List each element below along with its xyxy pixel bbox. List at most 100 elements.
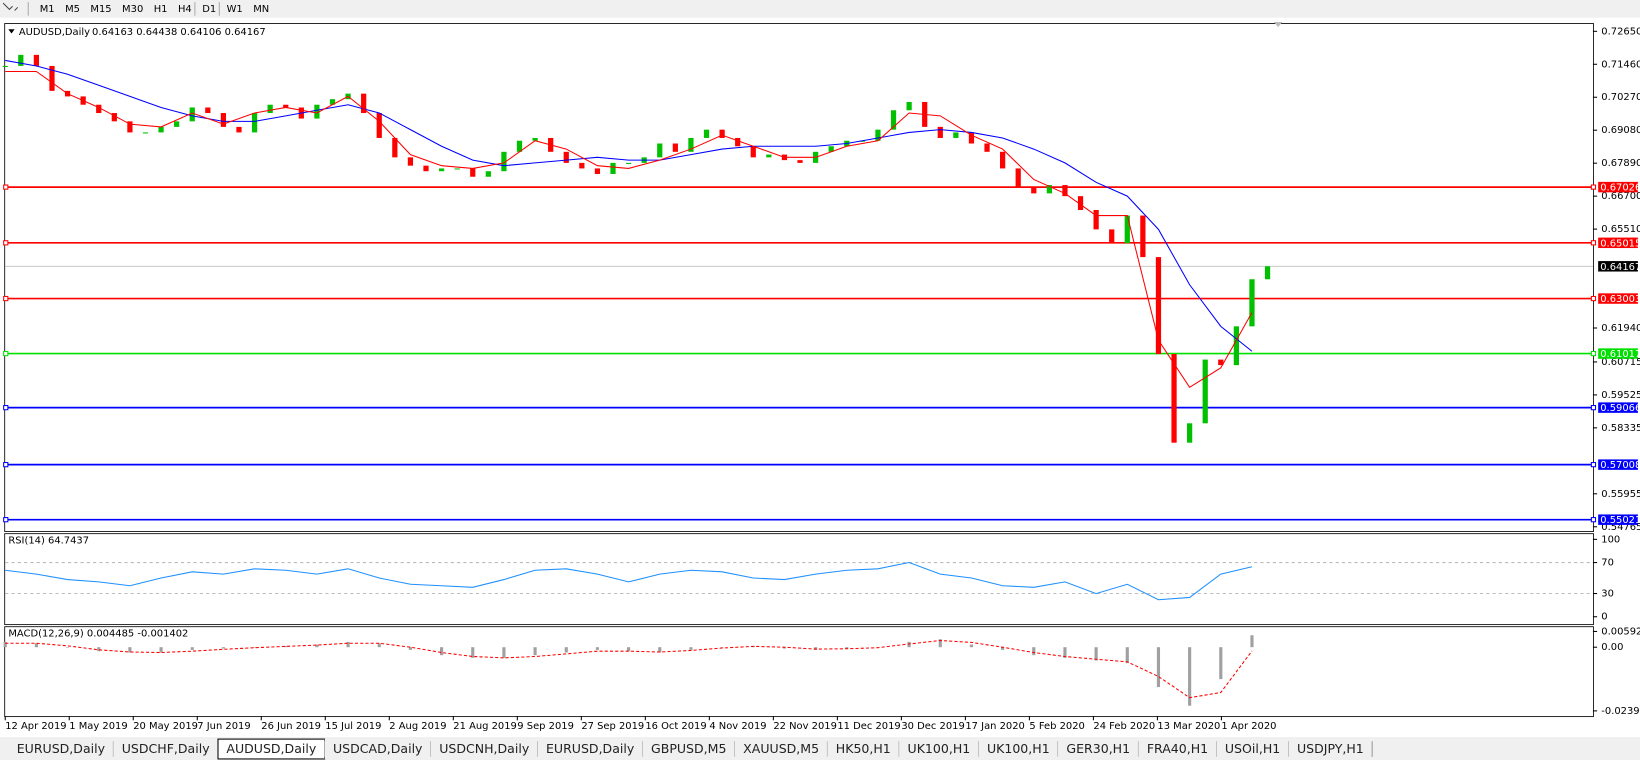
candle: [283, 104, 289, 108]
timeframe-button[interactable]: D1: [202, 4, 216, 15]
tab[interactable]: EURUSD,Daily: [8, 739, 114, 759]
tab[interactable]: HK50,H1: [827, 739, 900, 759]
timeframe-button[interactable]: W1: [227, 4, 243, 15]
tab[interactable]: EURUSD,Daily: [537, 739, 644, 759]
macd-bar: [128, 647, 132, 653]
current-price-box: [1598, 261, 1638, 272]
tab-label[interactable]: EURUSD,Daily: [17, 741, 106, 756]
level-anchor: [1590, 405, 1597, 411]
tab[interactable]: USOil,H1: [1216, 739, 1290, 759]
timeframe-button[interactable]: MN: [253, 4, 269, 15]
candle: [828, 146, 834, 152]
candle: [267, 104, 273, 114]
tab[interactable]: AUDUSD,Daily: [217, 738, 326, 760]
candle: [688, 137, 694, 152]
tab[interactable]: XAUUSD,M5: [734, 739, 828, 759]
candle: [189, 107, 195, 122]
tab-label[interactable]: USDCHF,Daily: [122, 741, 210, 756]
level-anchor: [3, 462, 9, 468]
rsi-line: [5, 561, 1253, 601]
candle: [1093, 209, 1099, 230]
level-label: 0.55021: [1600, 515, 1640, 526]
candle: [1171, 354, 1177, 443]
tab[interactable]: USDCHF,Daily: [113, 739, 219, 759]
timeframe-button[interactable]: M15: [90, 4, 111, 15]
candle: [1155, 257, 1162, 355]
date-label: 4 Nov 2019: [709, 721, 766, 732]
level-anchor: [3, 184, 9, 190]
macd-bar: [284, 645, 288, 648]
candle: [2, 65, 8, 67]
tab-label[interactable]: GBPUSD,M5: [651, 741, 726, 756]
macd-bar: [845, 647, 849, 649]
timeframe-button[interactable]: M30: [122, 4, 143, 15]
level-anchor: [3, 295, 9, 302]
candle: [485, 171, 491, 177]
tab[interactable]: USDCNH,Daily: [430, 739, 539, 759]
tab[interactable]: USDCAD,Daily: [324, 739, 432, 759]
tab-label[interactable]: USDCAD,Daily: [333, 741, 423, 756]
macd-bar: [595, 647, 599, 650]
level-label-box: [1598, 459, 1638, 470]
candle: [1187, 423, 1193, 443]
candle: [174, 121, 180, 127]
date-label: 22 Nov 2019: [773, 721, 837, 732]
macd-bar: [3, 641, 7, 648]
tab-label[interactable]: USDJPY,H1: [1297, 741, 1364, 756]
tab[interactable]: UK100,H1: [978, 739, 1059, 759]
tab-label[interactable]: USDCNH,Daily: [439, 741, 530, 756]
candle: [501, 151, 507, 172]
y-tick-label: 0.65510: [1601, 224, 1640, 235]
timeframe-button[interactable]: M5: [65, 4, 80, 15]
macd-bar: [502, 647, 506, 658]
level-label: 0.57008: [1600, 460, 1640, 471]
date-label: 2 Aug 2019: [389, 721, 446, 732]
candle: [1124, 215, 1130, 244]
candle: [96, 104, 102, 114]
date-label: 15 Jul 2019: [325, 721, 381, 732]
tab-background: [430, 739, 538, 759]
level-anchor: [1590, 240, 1597, 246]
tab-label[interactable]: UK100,H1: [908, 741, 971, 756]
tab[interactable]: UK100,H1: [899, 739, 980, 759]
tab[interactable]: FRA40,H1: [1138, 739, 1218, 759]
tab-background: [978, 739, 1059, 759]
candle: [937, 126, 943, 138]
candle: [1062, 185, 1068, 197]
current-price-label: 0.64167: [1600, 262, 1640, 273]
tab-label[interactable]: AUDUSD,Daily: [226, 741, 316, 756]
candle: [220, 113, 227, 127]
date-label: 1 May 2019: [69, 721, 127, 732]
y-tick-label: 0.67890: [1601, 158, 1640, 169]
tab-label[interactable]: XAUUSD,M5: [743, 741, 819, 756]
tab-background: [1216, 739, 1289, 759]
candle: [376, 113, 382, 138]
date-label: 20 May 2019: [133, 721, 198, 732]
tab-background: [8, 739, 114, 759]
timeframe-button[interactable]: M1: [40, 4, 55, 15]
main-panel: [4, 23, 1594, 532]
tab-label[interactable]: GER30,H1: [1066, 741, 1130, 756]
tab[interactable]: GER30,H1: [1058, 739, 1139, 759]
rsi-tick-label: 100: [1601, 534, 1620, 545]
date-label: 24 Feb 2020: [1093, 721, 1155, 732]
timeframe-button[interactable]: H4: [178, 4, 192, 15]
level-label: 0.61017: [1600, 349, 1640, 360]
level-anchor: [1590, 184, 1597, 190]
tab-label[interactable]: EURUSD,Daily: [546, 741, 635, 756]
macd-bar: [689, 647, 693, 650]
macd-bar: [377, 643, 381, 648]
tab-label[interactable]: FRA40,H1: [1147, 741, 1208, 756]
macd-tick-label: 0.005923: [1601, 626, 1640, 637]
tab-label[interactable]: USOil,H1: [1225, 741, 1280, 756]
tab[interactable]: USDJPY,H1: [1288, 739, 1373, 759]
symbol-menu-arrow: [8, 29, 15, 34]
tab-label[interactable]: UK100,H1: [987, 741, 1050, 756]
y-tick-label: 0.70270: [1601, 92, 1640, 103]
macd-bar: [782, 647, 787, 649]
timeframe-button[interactable]: H1: [154, 4, 168, 15]
tab-background: [1138, 739, 1217, 759]
tab[interactable]: GBPUSD,M5: [642, 739, 736, 759]
tab-label[interactable]: HK50,H1: [836, 741, 891, 756]
candle: [1000, 151, 1006, 169]
